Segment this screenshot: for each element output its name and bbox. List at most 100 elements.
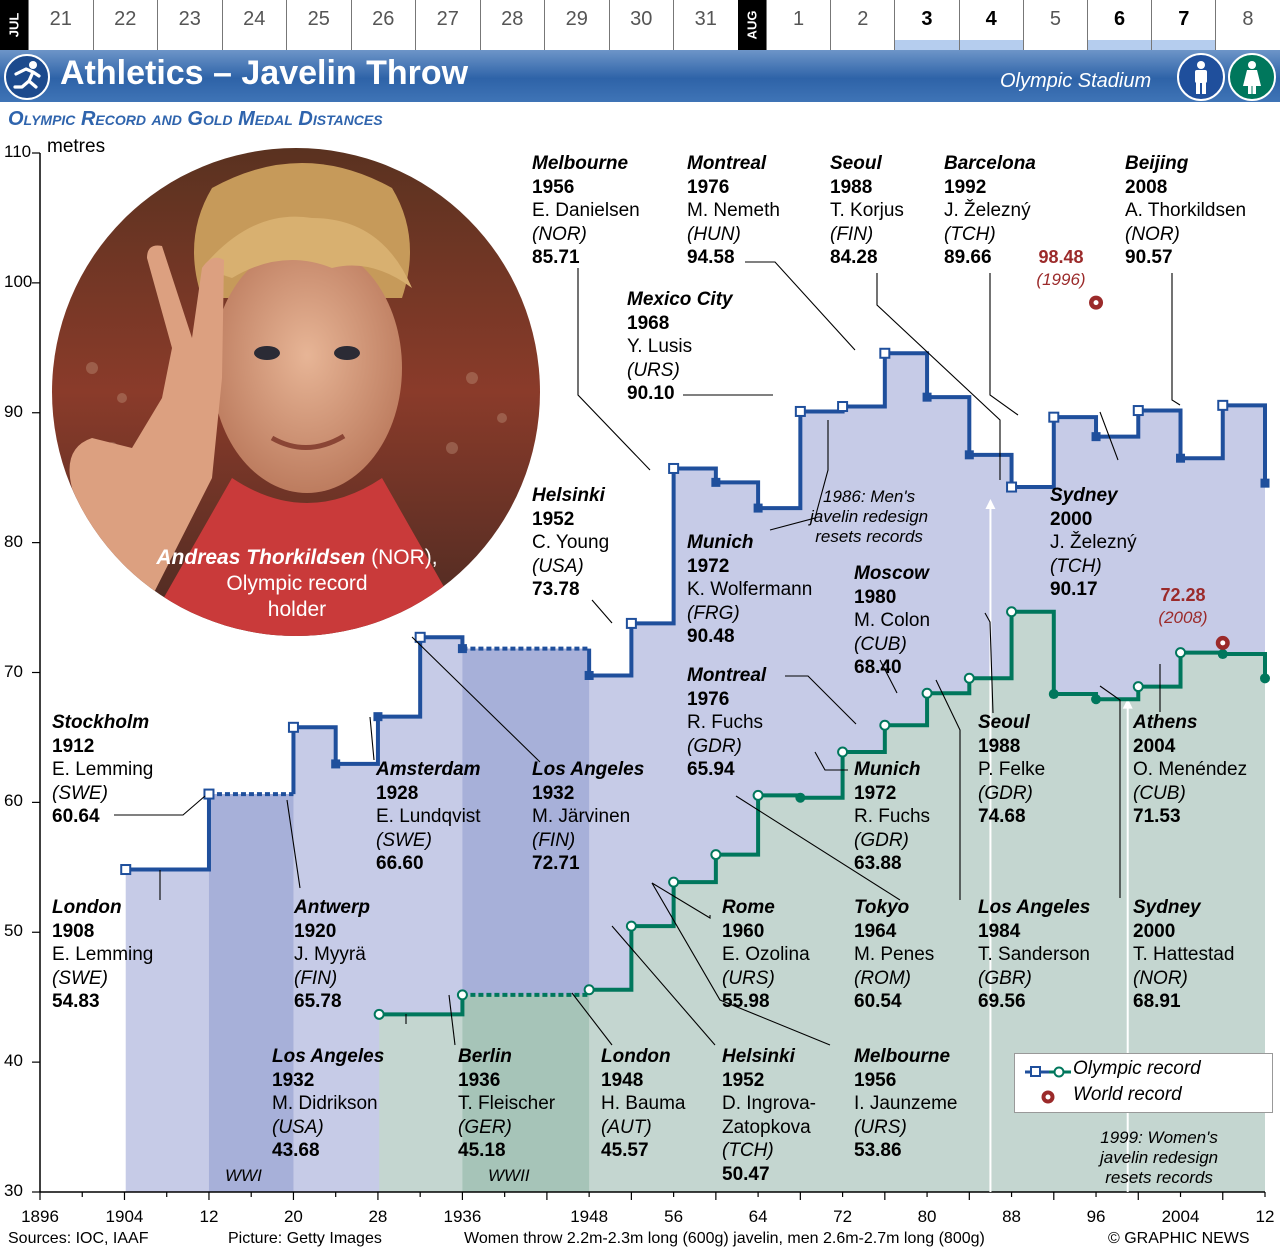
games-year: 1952 bbox=[532, 508, 575, 530]
nation-code: (HUN) bbox=[687, 223, 741, 245]
women-record-point bbox=[963, 672, 975, 684]
women-record-point bbox=[1132, 681, 1144, 693]
games-year: 1976 bbox=[687, 688, 730, 710]
ww2-label: WWII bbox=[488, 1166, 530, 1185]
athlete-name: T. Sanderson bbox=[978, 944, 1090, 965]
record-annotation: Los Angeles 1932 M. Didrikson (USA) 43.68 bbox=[272, 1045, 384, 1163]
month-tag-aug: AUG bbox=[738, 0, 766, 50]
leader-line bbox=[651, 882, 831, 1046]
date-cell: 28 bbox=[479, 0, 545, 50]
distance-value: 65.94 bbox=[687, 759, 735, 780]
men-gold-point bbox=[753, 503, 763, 513]
men-icon bbox=[1177, 53, 1225, 101]
host-city: Sydney bbox=[1133, 897, 1201, 918]
record-annotation: Helsinki 1952 C. Young (USA) 73.78 bbox=[532, 484, 609, 602]
distance-value: 73.78 bbox=[532, 579, 580, 600]
men-gold-point bbox=[964, 450, 974, 460]
men-record-point bbox=[668, 462, 680, 474]
games-year: 2004 bbox=[1133, 735, 1176, 757]
chart-subtitle: Olympic Record and Gold Medal Distances bbox=[8, 108, 383, 130]
distance-value: 54.83 bbox=[52, 991, 100, 1012]
men-record-point bbox=[837, 401, 849, 413]
games-year: 1964 bbox=[854, 920, 897, 942]
nation-code: (TCH) bbox=[1050, 555, 1102, 577]
women-gold-point bbox=[1048, 689, 1059, 700]
distance-value: 55.98 bbox=[722, 991, 770, 1012]
women-gold-point bbox=[1217, 649, 1228, 660]
athlete-name: D. Ingrova- bbox=[722, 1093, 816, 1114]
title-band bbox=[0, 50, 1280, 102]
day-number: 29 bbox=[565, 8, 588, 30]
leader-line bbox=[1171, 273, 1181, 406]
record-annotation: Mexico City 1968 Y. Lusis (URS) 90.10 bbox=[627, 288, 733, 406]
day-number: 23 bbox=[178, 8, 201, 30]
women-record-point bbox=[921, 687, 933, 699]
host-city: Helsinki bbox=[532, 485, 605, 506]
date-cell: 27 bbox=[415, 0, 480, 50]
games-year: 1960 bbox=[722, 920, 765, 942]
men-record-point bbox=[287, 721, 299, 733]
ww1-label: WWI bbox=[225, 1166, 262, 1185]
men-gold-point bbox=[373, 712, 383, 722]
legend: Olympic record World record bbox=[1014, 1053, 1273, 1113]
games-year: 1920 bbox=[294, 920, 337, 942]
leader-line bbox=[876, 273, 1001, 480]
x-tick-label: 1896 bbox=[21, 1207, 59, 1226]
athlete-name: E. Ozolina bbox=[722, 944, 810, 965]
leader-line bbox=[577, 268, 651, 471]
x-tick-label: 80 bbox=[917, 1207, 937, 1226]
date-cell: 3 bbox=[894, 0, 959, 50]
host-city: Los Angeles bbox=[532, 759, 645, 780]
record-annotation: Melbourne 1956 I. Jaunzeme (URS) 53.86 bbox=[854, 1045, 958, 1163]
women-record-point bbox=[583, 984, 595, 996]
host-city: Munich bbox=[687, 532, 754, 553]
games-year: 2000 bbox=[1133, 920, 1176, 942]
games-year: 1932 bbox=[532, 782, 575, 804]
nation-code: (GDR) bbox=[978, 782, 1033, 804]
distance-value: 89.66 bbox=[944, 247, 992, 268]
day-number: 26 bbox=[372, 8, 395, 30]
record-annotation: Rome 1960 E. Ozolina (URS) 55.98 bbox=[722, 896, 810, 1014]
host-city: Munich bbox=[854, 759, 921, 780]
leader-line bbox=[448, 994, 456, 1046]
y-tick-label: 40 bbox=[4, 1051, 23, 1071]
athlete-name: J. Železný bbox=[1050, 532, 1137, 553]
host-city: Barcelona bbox=[944, 153, 1036, 174]
host-city: Stockholm bbox=[52, 712, 150, 733]
men-gold-point bbox=[711, 477, 721, 487]
games-year: 1956 bbox=[854, 1069, 897, 1091]
games-year: 1936 bbox=[458, 1069, 501, 1091]
men-gold-point bbox=[1260, 478, 1270, 488]
record-annotation: Munich 1972 R. Fuchs (GDR) 63.88 bbox=[854, 758, 930, 876]
games-year: 1932 bbox=[272, 1069, 315, 1091]
nation-code: (URS) bbox=[627, 359, 680, 381]
women-gold-point bbox=[1091, 694, 1102, 705]
page-title: Athletics – Javelin Throw bbox=[60, 54, 469, 92]
x-tick-label: 1936 bbox=[443, 1207, 482, 1226]
games-year: 1976 bbox=[687, 176, 730, 198]
men-gold-point bbox=[584, 670, 594, 680]
x-tick-label: 64 bbox=[748, 1207, 768, 1226]
games-year: 1984 bbox=[978, 920, 1021, 942]
women-record-point bbox=[837, 746, 849, 758]
host-city: Athens bbox=[1133, 712, 1198, 733]
host-city: Tokyo bbox=[854, 897, 910, 918]
host-city: Berlin bbox=[458, 1046, 512, 1067]
host-city: Seoul bbox=[978, 712, 1030, 733]
date-cell: 25 bbox=[286, 0, 351, 50]
nation-code: (TCH) bbox=[944, 223, 996, 245]
games-year: 1988 bbox=[978, 735, 1021, 757]
day-number: 27 bbox=[436, 8, 459, 30]
games-year: 1956 bbox=[532, 176, 575, 198]
nation-code: (SWE) bbox=[52, 782, 108, 804]
men-record-point bbox=[879, 347, 891, 359]
women-record-point bbox=[1175, 647, 1187, 659]
athlete-name: E. Lundqvist bbox=[376, 806, 481, 827]
footer-credit: © GRAPHIC NEWS bbox=[1108, 1230, 1250, 1247]
nation-code: (USA) bbox=[532, 555, 584, 577]
nation-code: (AUT) bbox=[601, 1116, 652, 1138]
games-year: 1972 bbox=[687, 555, 730, 577]
distance-value: 90.48 bbox=[687, 626, 735, 647]
leader-line bbox=[745, 261, 856, 351]
y-tick-label: 60 bbox=[4, 791, 23, 811]
